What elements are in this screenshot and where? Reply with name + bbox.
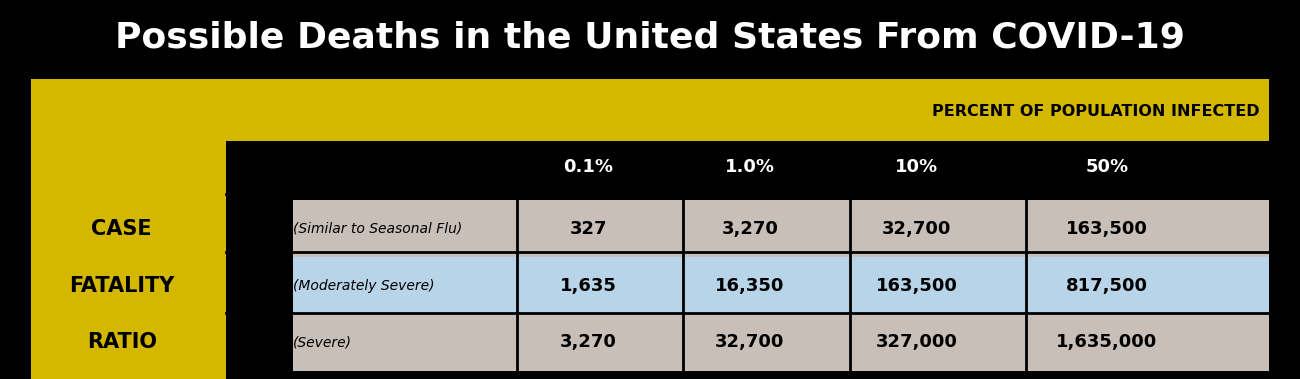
Text: 327,000: 327,000	[876, 333, 958, 351]
Text: 0.1%: 0.1%	[563, 158, 614, 176]
FancyBboxPatch shape	[226, 141, 1269, 194]
Text: (Severe): (Severe)	[292, 335, 352, 349]
Text: 10%: 10%	[894, 158, 939, 176]
FancyBboxPatch shape	[292, 313, 1269, 371]
Text: 32,700: 32,700	[881, 220, 952, 238]
Text: 3,270: 3,270	[560, 333, 616, 351]
Text: 1.0%: 1.0%	[725, 158, 775, 176]
Text: 3,270: 3,270	[722, 220, 779, 238]
FancyBboxPatch shape	[31, 79, 1269, 141]
FancyBboxPatch shape	[31, 79, 226, 379]
Text: 16,350: 16,350	[715, 277, 785, 295]
FancyBboxPatch shape	[226, 141, 1269, 379]
Text: 327: 327	[569, 220, 607, 238]
FancyBboxPatch shape	[292, 257, 1269, 315]
Text: (Moderately Severe): (Moderately Severe)	[292, 279, 434, 293]
Text: 0.1: 0.1	[243, 219, 277, 238]
Text: 1,635,000: 1,635,000	[1057, 333, 1157, 351]
Text: RATIO: RATIO	[87, 332, 157, 352]
Text: 32,700: 32,700	[715, 333, 785, 351]
Text: Possible Deaths in the United States From COVID-19: Possible Deaths in the United States Fro…	[114, 20, 1186, 54]
Text: (Similar to Seasonal Flu): (Similar to Seasonal Flu)	[292, 222, 463, 236]
Text: PERCENT OF POPULATION INFECTED: PERCENT OF POPULATION INFECTED	[932, 103, 1260, 119]
Text: 50%: 50%	[1086, 158, 1128, 176]
Text: 1,635: 1,635	[560, 277, 616, 295]
Text: 1.0: 1.0	[243, 332, 277, 351]
Text: 163,500: 163,500	[1066, 220, 1148, 238]
Text: CASE: CASE	[91, 219, 152, 239]
Text: FATALITY: FATALITY	[69, 276, 174, 296]
Text: 817,500: 817,500	[1066, 277, 1148, 295]
Text: 163,500: 163,500	[876, 277, 958, 295]
Text: 0.5: 0.5	[243, 277, 277, 296]
FancyBboxPatch shape	[292, 200, 1269, 258]
